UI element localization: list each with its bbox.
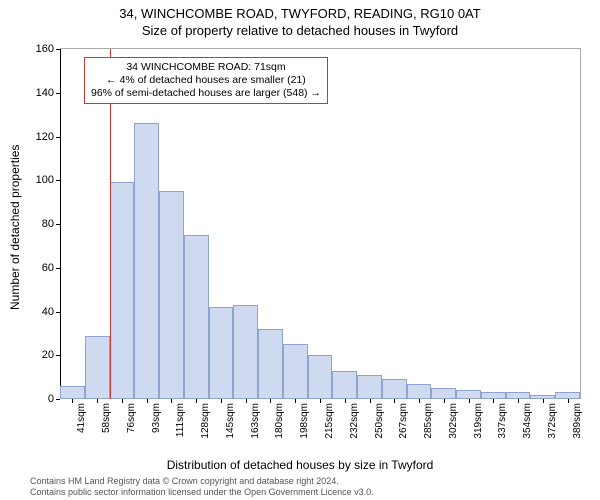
x-tick-mark (147, 399, 148, 403)
x-tick-mark (370, 399, 371, 403)
x-tick-mark (518, 399, 519, 403)
histogram-bar (85, 336, 110, 399)
x-tick-label: 372sqm (547, 403, 558, 439)
x-tick-label: 163sqm (250, 403, 261, 439)
x-tick-mark (72, 399, 73, 403)
x-tick-label: 250sqm (374, 403, 385, 439)
x-tick-label: 319sqm (473, 403, 484, 439)
y-tick-mark (56, 312, 60, 313)
x-tick-mark (419, 399, 420, 403)
x-tick-label: 215sqm (324, 403, 335, 439)
x-tick-label: 389sqm (572, 403, 583, 439)
histogram-bar (407, 384, 432, 399)
x-tick-label: 285sqm (423, 403, 434, 439)
x-tick-label: 111sqm (175, 403, 186, 437)
histogram-bar (60, 386, 85, 399)
x-tick-label: 354sqm (522, 403, 533, 439)
y-axis-label: Number of detached properties (8, 145, 22, 310)
x-tick-label: 180sqm (274, 403, 285, 439)
x-tick-mark (493, 399, 494, 403)
y-tick-mark (56, 180, 60, 181)
x-tick-mark (270, 399, 271, 403)
x-tick-label: 232sqm (349, 403, 360, 439)
x-tick-mark (568, 399, 569, 403)
histogram-bar (357, 375, 382, 399)
y-tick-mark (56, 224, 60, 225)
page-subtitle: Size of property relative to detached ho… (0, 21, 600, 38)
histogram-chart: 02040608010012014016041sqm58sqm76sqm93sq… (60, 48, 581, 399)
x-tick-label: 76sqm (126, 403, 137, 433)
x-tick-label: 302sqm (448, 403, 459, 439)
x-tick-label: 337sqm (497, 403, 508, 439)
x-tick-label: 128sqm (200, 403, 211, 439)
x-tick-mark (246, 399, 247, 403)
x-tick-mark (97, 399, 98, 403)
histogram-bar (332, 371, 357, 399)
x-axis-label: Distribution of detached houses by size … (0, 458, 600, 472)
x-tick-label: 145sqm (225, 403, 236, 439)
y-tick-mark (56, 268, 60, 269)
x-tick-label: 267sqm (398, 403, 409, 439)
histogram-bar (456, 390, 481, 399)
histogram-bar (233, 305, 258, 399)
histogram-bar (159, 191, 184, 399)
y-tick-mark (56, 49, 60, 50)
x-tick-mark (196, 399, 197, 403)
x-tick-mark (221, 399, 222, 403)
annotation-line: 34 WINCHCOMBE ROAD: 71sqm (91, 61, 321, 74)
x-tick-mark (320, 399, 321, 403)
x-tick-mark (122, 399, 123, 403)
y-tick-mark (56, 93, 60, 94)
histogram-bar (308, 355, 333, 399)
x-tick-mark (444, 399, 445, 403)
x-tick-mark (345, 399, 346, 403)
histogram-bar (382, 379, 407, 399)
x-tick-mark (469, 399, 470, 403)
footer-line: Contains public sector information licen… (30, 487, 600, 498)
x-tick-label: 58sqm (101, 403, 112, 433)
footer-attribution: Contains HM Land Registry data © Crown c… (0, 476, 600, 498)
x-tick-mark (394, 399, 395, 403)
annotation-line: ← 4% of detached houses are smaller (21) (91, 74, 321, 87)
histogram-bar (431, 388, 456, 399)
x-tick-label: 41sqm (76, 403, 87, 433)
x-tick-label: 93sqm (151, 403, 162, 433)
x-tick-mark (171, 399, 172, 403)
page-title: 34, WINCHCOMBE ROAD, TWYFORD, READING, R… (0, 0, 600, 21)
histogram-bar (184, 235, 209, 399)
histogram-bar (283, 344, 308, 399)
annotation-line: 96% of semi-detached houses are larger (… (91, 87, 321, 100)
x-tick-mark (295, 399, 296, 403)
y-tick-mark (56, 355, 60, 356)
histogram-bar (209, 307, 234, 399)
y-tick-mark (56, 399, 60, 400)
x-tick-mark (543, 399, 544, 403)
histogram-bar (134, 123, 159, 399)
histogram-bar (258, 329, 283, 399)
footer-line: Contains HM Land Registry data © Crown c… (30, 476, 600, 487)
y-axis-line (60, 49, 61, 399)
chart-container: 34, WINCHCOMBE ROAD, TWYFORD, READING, R… (0, 0, 600, 500)
annotation-box: 34 WINCHCOMBE ROAD: 71sqm← 4% of detache… (84, 57, 328, 104)
y-tick-mark (56, 137, 60, 138)
histogram-bar (110, 182, 135, 399)
x-tick-label: 198sqm (299, 403, 310, 439)
